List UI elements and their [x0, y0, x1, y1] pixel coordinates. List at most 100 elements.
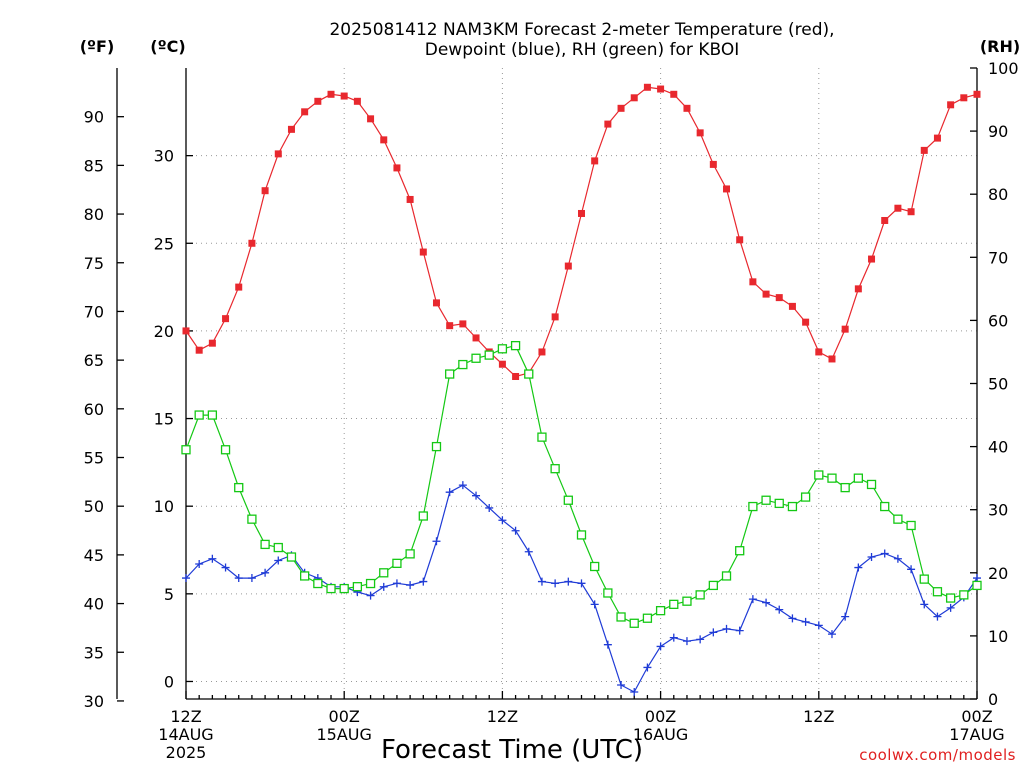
2-meter-temperature-point [538, 348, 546, 356]
rh-point [234, 482, 244, 493]
dewpoint-point [603, 640, 612, 649]
2-meter-temperature-point [828, 355, 836, 363]
rh-point [379, 568, 389, 578]
dewpoint-point [537, 577, 546, 586]
2-meter-temperature-point [222, 315, 230, 323]
dewpoint-point [669, 633, 678, 642]
rh-tick-label: 60 [988, 311, 1008, 330]
2-meter-temperature-point [208, 339, 216, 347]
2-meter-temperature-point [815, 348, 823, 356]
rh-point [247, 514, 257, 524]
2-meter-temperature-point [367, 115, 375, 123]
rh-point [708, 580, 718, 591]
2-meter-temperature-point [657, 85, 665, 93]
dewpoint-point [775, 605, 784, 614]
2-meter-temperature-point [788, 302, 796, 310]
fahrenheit-unit-label: (ºF) [80, 37, 115, 56]
dewpoint-point [907, 565, 916, 574]
rh-point [458, 359, 468, 370]
rh-tick-label: 40 [988, 438, 1008, 457]
rh-point [893, 514, 903, 524]
dewpoint-point [366, 591, 375, 600]
dewpoint-point [722, 624, 731, 633]
2-meter-temperature-point [182, 327, 190, 335]
2-meter-temperature-point [446, 322, 454, 330]
2-meter-temperature-point [854, 285, 862, 293]
dewpoint-point [788, 614, 797, 623]
2-meter-temperature-point [841, 325, 849, 333]
x-tick-label: 00Z [961, 707, 992, 726]
fahrenheit-tick-label: 75 [84, 254, 104, 273]
rh-point [392, 558, 402, 568]
rh-point [590, 561, 600, 572]
rh-point [642, 613, 653, 623]
credit-text: coolwx.com/models [859, 746, 1016, 764]
x-tick-label: 15AUG [316, 725, 371, 744]
2-meter-temperature-point [723, 185, 731, 193]
dewpoint-point [748, 595, 757, 604]
2-meter-temperature-point [709, 160, 717, 168]
dewpoint-point [735, 626, 744, 635]
fahrenheit-tick-label: 65 [84, 351, 104, 370]
dewpoint-point [617, 680, 626, 689]
2-meter-temperature-point [419, 248, 427, 256]
2-meter-temperature-point [894, 204, 902, 212]
2-meter-temperature-point [578, 209, 585, 217]
2-meter-temperature-point [696, 129, 704, 137]
dewpoint-point [814, 621, 823, 630]
rh-point [840, 482, 850, 493]
x-tick-label: 12Z [487, 707, 518, 726]
2-meter-temperature-point [802, 318, 810, 326]
dewpoint-point [801, 617, 810, 626]
dewpoint-point [406, 581, 415, 590]
rh-tick-label: 70 [988, 248, 1008, 267]
rh-point [814, 470, 824, 480]
rh-point [299, 571, 310, 581]
2-meter-temperature-point [380, 136, 388, 144]
rh-point [735, 546, 745, 556]
2-meter-temperature-point [683, 104, 691, 112]
celsius-unit-label: (ºC) [150, 37, 185, 56]
rh-point [497, 344, 508, 354]
2-meter-temperature-point [301, 108, 309, 116]
2-meter-temperature-point [261, 187, 269, 195]
dewpoint-point [498, 516, 507, 525]
ticks-layer: 0 5 10 15 20 25 30 30 35 40 45 50 55 60 65 70 75 80 85 90 0 1… [84, 59, 1019, 711]
rh-point [695, 590, 705, 600]
rh-point [510, 340, 521, 351]
2-meter-temperature-point [287, 125, 295, 133]
dewpoint-point [458, 481, 467, 490]
rh-tick-label: 90 [988, 122, 1008, 141]
2-meter-temperature-point [973, 90, 981, 98]
2-meter-temperature-point [933, 134, 941, 142]
chart-title-line2: Dewpoint (blue), RH (green) for KBOI [425, 40, 739, 60]
rh-point [945, 593, 956, 603]
rh-point [445, 369, 455, 379]
rh-tick-label: 10 [988, 627, 1008, 646]
dewpoint-point [182, 574, 190, 583]
2-meter-temperature-point [749, 278, 757, 286]
dewpoint-point [485, 503, 494, 512]
2-meter-temperature-point [248, 239, 256, 247]
dewpoint-point [551, 579, 560, 588]
rh-point [932, 587, 943, 597]
dewpoint-point [234, 574, 243, 583]
fahrenheit-tick-label: 40 [84, 595, 104, 614]
fahrenheit-tick-label: 50 [84, 497, 104, 516]
rh-point [326, 583, 336, 594]
rh-point [563, 495, 573, 505]
rh-tick-label: 30 [988, 501, 1008, 520]
fahrenheit-tick-label: 30 [84, 692, 104, 711]
rh-point [260, 539, 270, 550]
rh-point [629, 618, 639, 628]
rh-point [365, 578, 376, 589]
dewpoint-point [195, 560, 204, 569]
x-tick-label: 00Z [329, 707, 360, 726]
rh-point [800, 492, 811, 502]
grid-layer [186, 68, 977, 699]
dewpoint-line [185, 484, 978, 693]
series-layer [181, 83, 982, 696]
2-meter-temperature-point [630, 94, 638, 102]
chart-title-line1: 2025081412 NAM3KM Forecast 2-meter Tempe… [329, 20, 834, 40]
rh-point [220, 445, 231, 455]
